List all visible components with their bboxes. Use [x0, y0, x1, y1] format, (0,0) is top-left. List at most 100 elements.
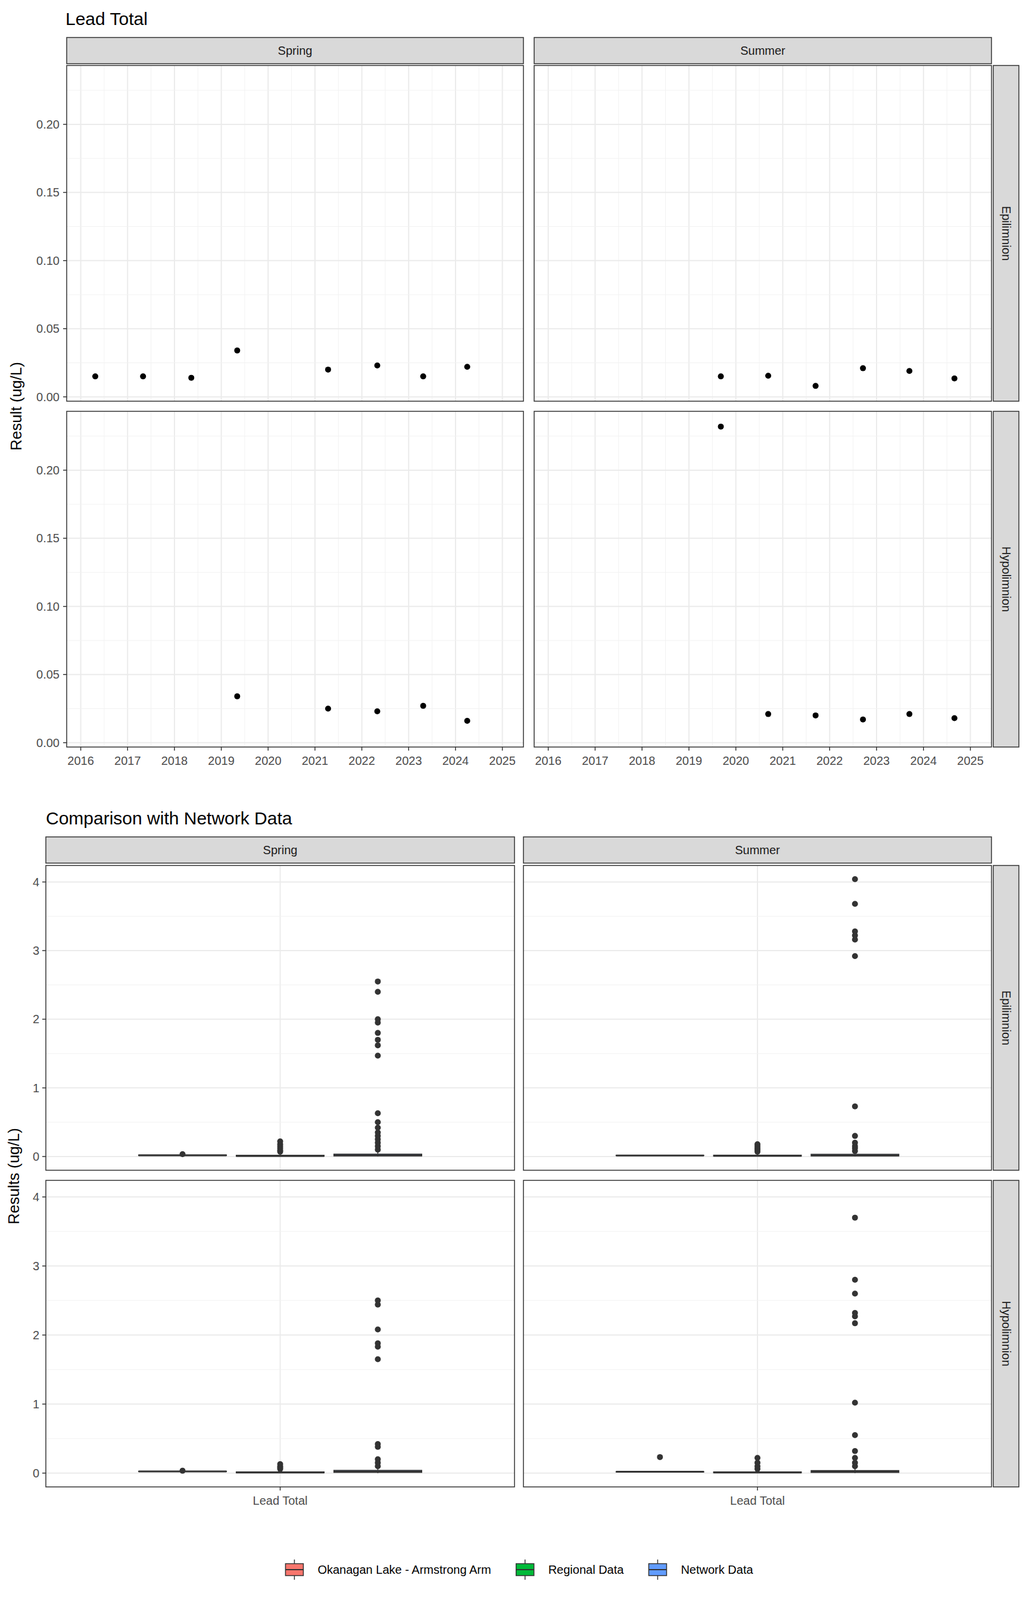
grid-line [970, 411, 972, 748]
boxes [138, 978, 422, 1158]
tick-label: 2023 [863, 754, 891, 768]
minor-grid [534, 294, 992, 296]
grid-line [267, 411, 269, 748]
outlier [852, 876, 859, 883]
grid-line [66, 469, 524, 472]
minor-grid [712, 411, 713, 748]
point [951, 715, 958, 722]
grid-line [407, 65, 410, 402]
panel-border [523, 865, 992, 1171]
strip [993, 1180, 1019, 1488]
tick-mark [63, 606, 67, 608]
panel [534, 65, 992, 402]
median [334, 1154, 423, 1157]
tick-mark [594, 747, 597, 751]
grid-line [66, 396, 524, 398]
panel-bg [66, 411, 524, 748]
grid-line [45, 1156, 515, 1158]
tick-mark [127, 747, 129, 751]
panel-border [534, 411, 992, 748]
tick-label: 2018 [161, 754, 189, 768]
legend-whisker [294, 1576, 296, 1581]
minor-grid [45, 1369, 515, 1371]
tick-label: 2024 [442, 754, 470, 768]
tick-label: 2018 [628, 754, 656, 768]
grid-line [45, 881, 515, 884]
grid-line [523, 1196, 992, 1199]
grid-line [501, 65, 504, 402]
tick-label: 2017 [114, 754, 142, 768]
y-axis-label: Result (ug/L) [7, 362, 26, 451]
box [811, 1154, 899, 1157]
minor-grid [852, 411, 854, 748]
minor-grid [534, 435, 992, 437]
grid-line [314, 411, 316, 748]
grid-line [66, 674, 524, 676]
boxes [616, 1215, 900, 1474]
minor-grid [523, 1053, 992, 1055]
grid-line [45, 1018, 515, 1021]
minor-grid [338, 65, 339, 402]
outlier [852, 1140, 859, 1147]
outlier [374, 989, 381, 996]
tick-mark [923, 747, 925, 751]
outlier [374, 1341, 381, 1347]
legend-median [285, 1569, 304, 1571]
minor-grid [150, 65, 152, 402]
tick-label: 2019 [207, 754, 235, 768]
tick-label: 1 [32, 1398, 40, 1412]
median [616, 1471, 704, 1474]
minor-grid [534, 226, 992, 227]
grid-line [828, 65, 831, 402]
point [812, 382, 819, 389]
grid-line [534, 396, 992, 398]
outlier [374, 1042, 381, 1049]
panel [66, 65, 524, 402]
point [325, 705, 332, 712]
outlier [852, 1448, 859, 1455]
point [812, 712, 819, 719]
minor-grid [45, 1438, 515, 1440]
minor-grid [66, 362, 524, 364]
point [859, 365, 866, 372]
minor-grid [291, 65, 292, 402]
box [334, 1470, 423, 1473]
minor-grid [571, 65, 573, 402]
panel-border [45, 865, 515, 1171]
minor-grid [523, 1122, 992, 1124]
point [420, 703, 427, 710]
legend: Okanagan Lake - Armstrong ArmRegional Da… [285, 1560, 754, 1581]
point [718, 423, 725, 430]
outlier [852, 1291, 859, 1297]
outlier [374, 1037, 381, 1044]
tick-label: 0.00 [36, 736, 60, 750]
point [374, 362, 381, 369]
grid-line [314, 65, 316, 402]
grid-line [407, 411, 410, 748]
grid-line [66, 260, 524, 262]
boxes [138, 1298, 422, 1475]
legend-whisker [657, 1576, 659, 1581]
panel-bg [523, 1180, 992, 1488]
outlier [179, 1151, 186, 1158]
tick-label: 0.10 [36, 600, 60, 614]
tick-label: 4 [32, 1190, 40, 1205]
grid-line [534, 537, 992, 539]
tick-label: 2017 [581, 754, 609, 768]
tick-mark [42, 881, 46, 884]
minor-grid [66, 226, 524, 227]
tick-label: 2024 [910, 754, 938, 768]
point [234, 347, 240, 354]
strip [993, 65, 1019, 402]
grid-line [66, 123, 524, 126]
box [616, 1155, 704, 1157]
grid-line [45, 1404, 515, 1406]
tick-label: 3 [32, 1260, 40, 1274]
legend-whisker [524, 1560, 526, 1565]
panel [534, 411, 992, 748]
strip-label: Epilimnion [999, 990, 1013, 1046]
grid-line [547, 65, 550, 402]
title: Lead Total [65, 8, 148, 29]
grid-line [279, 1180, 282, 1488]
panel-bg [66, 65, 524, 402]
